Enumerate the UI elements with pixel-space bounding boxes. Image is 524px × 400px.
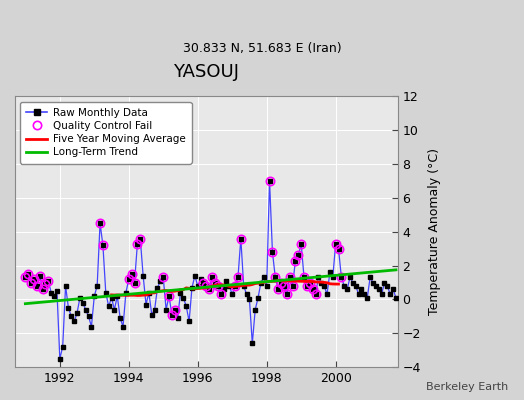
Y-axis label: Temperature Anomaly (°C): Temperature Anomaly (°C) <box>428 148 441 315</box>
Title: YASOUJ: YASOUJ <box>173 63 239 81</box>
Legend: Raw Monthly Data, Quality Control Fail, Five Year Moving Average, Long-Term Tren: Raw Monthly Data, Quality Control Fail, … <box>20 102 191 164</box>
Text: Berkeley Earth: Berkeley Earth <box>426 382 508 392</box>
Text: 30.833 N, 51.683 E (Iran): 30.833 N, 51.683 E (Iran) <box>183 42 341 55</box>
